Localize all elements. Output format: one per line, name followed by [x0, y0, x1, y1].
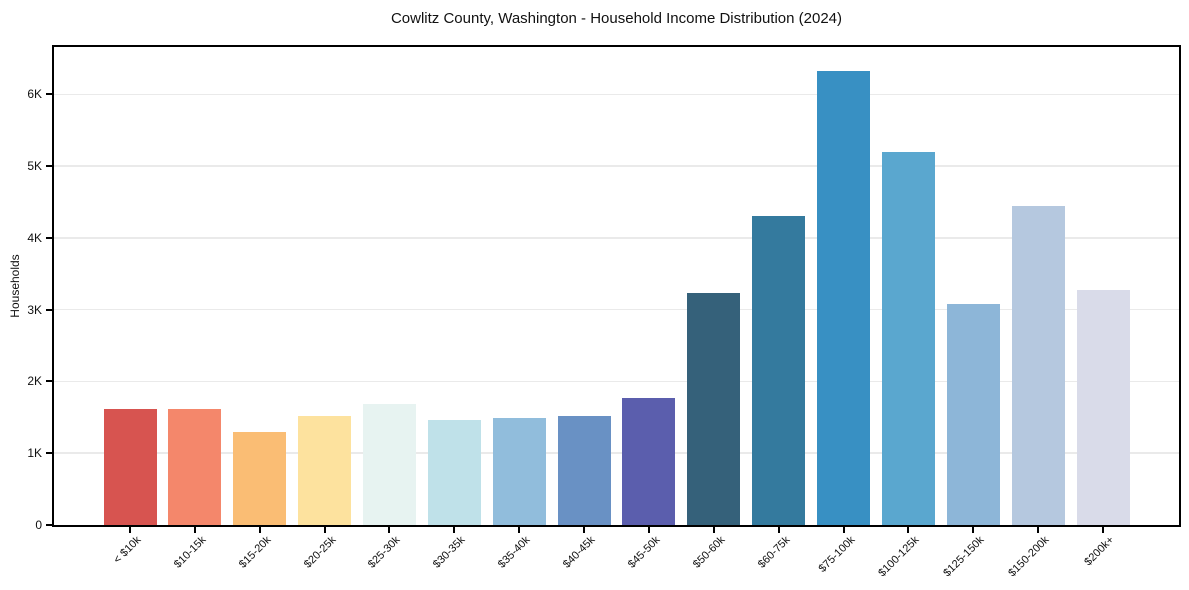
y-tick-mark — [46, 308, 52, 311]
x-tick-mark — [842, 527, 845, 533]
x-tick-mark — [258, 527, 261, 533]
gridline — [54, 452, 1179, 454]
bar — [298, 415, 352, 525]
y-tick-mark — [46, 93, 52, 96]
y-tick-label: 3K — [27, 302, 42, 317]
y-tick-mark — [46, 380, 52, 383]
y-tick-label: 5K — [27, 159, 42, 174]
gridline — [54, 380, 1179, 383]
bar — [1076, 290, 1130, 525]
bar — [817, 70, 871, 525]
x-tick-mark — [583, 527, 586, 533]
bar — [752, 215, 806, 525]
bar — [168, 409, 222, 525]
x-tick-mark — [1102, 527, 1104, 533]
gridline — [54, 93, 1179, 96]
y-tick-mark — [46, 165, 52, 168]
plot-area — [52, 45, 1181, 527]
y-tick-mark — [46, 524, 52, 526]
gridline — [54, 237, 1179, 239]
y-tick-mark — [46, 236, 52, 239]
bar — [881, 151, 935, 525]
bar — [362, 403, 416, 525]
x-tick-mark — [712, 527, 715, 533]
y-tick-label: 4K — [27, 230, 42, 245]
bar — [1011, 206, 1065, 525]
bar — [427, 419, 481, 525]
x-tick-mark — [388, 527, 391, 533]
y-tick-label: 0 — [35, 518, 42, 532]
bar — [233, 431, 287, 525]
bar — [946, 303, 1000, 525]
x-tick-mark — [777, 527, 780, 533]
x-tick-mark — [647, 527, 650, 533]
x-tick-mark — [907, 527, 910, 533]
chart-title: Cowlitz County, Washington - Household I… — [390, 10, 843, 27]
y-tick-mark — [46, 452, 52, 455]
x-tick-mark — [518, 527, 521, 533]
gridline — [54, 308, 1179, 311]
x-tick-mark — [323, 527, 326, 533]
bar — [557, 415, 611, 525]
y-tick-label: 6K — [27, 87, 42, 102]
bar — [492, 418, 546, 525]
x-tick-mark — [129, 527, 131, 533]
x-tick-mark — [193, 527, 196, 533]
bar — [687, 293, 741, 525]
y-tick-label: 2K — [27, 374, 42, 389]
gridline — [54, 165, 1179, 167]
x-tick-label: < $10k — [111, 534, 144, 567]
x-tick-mark — [1037, 527, 1040, 533]
bar — [622, 398, 676, 525]
x-tick-mark — [972, 527, 975, 533]
bar — [103, 408, 157, 525]
y-tick-label: 1K — [27, 446, 42, 461]
x-tick-mark — [453, 527, 456, 533]
